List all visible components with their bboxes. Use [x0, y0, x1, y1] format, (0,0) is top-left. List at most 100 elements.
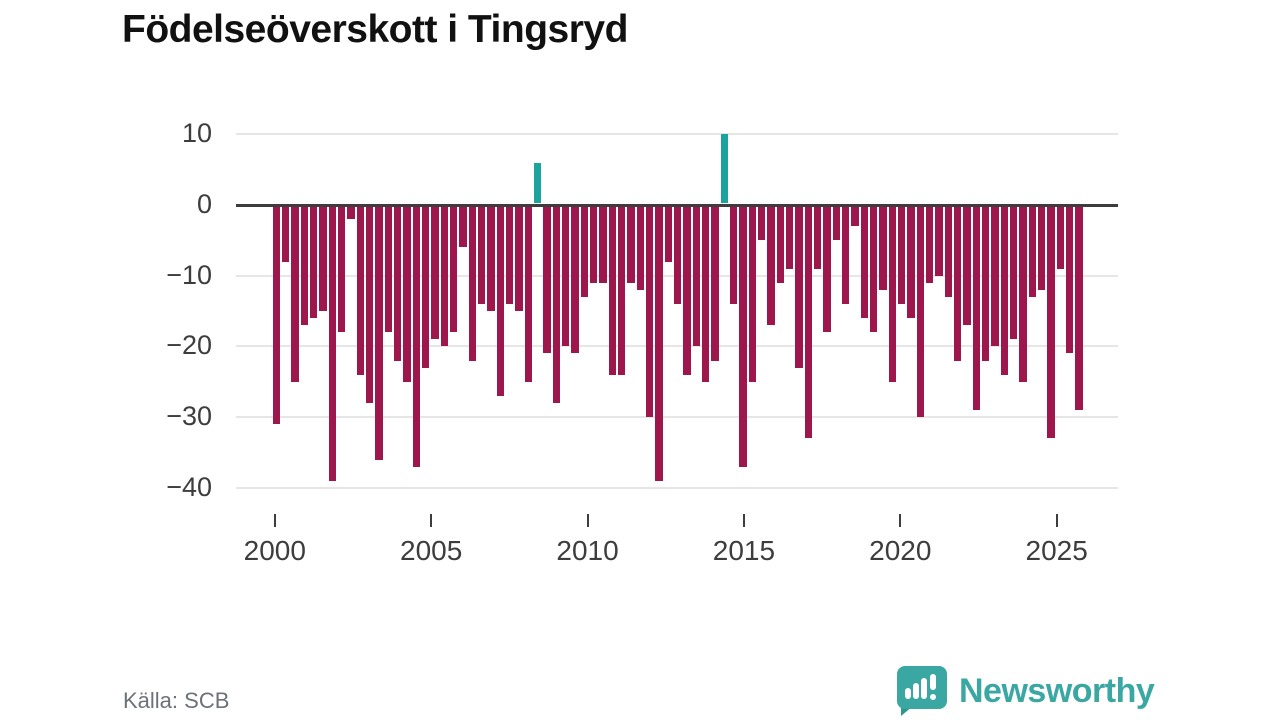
- bar-negative: [702, 207, 710, 382]
- bar-negative: [524, 207, 532, 382]
- bar-negative: [767, 207, 775, 326]
- source-note: Källa: SCB: [123, 688, 230, 713]
- bar-negative: [823, 207, 831, 333]
- bar-negative: [440, 207, 448, 347]
- bar-negative: [319, 207, 327, 312]
- bar-negative: [888, 207, 896, 382]
- bar-negative: [571, 207, 579, 354]
- bar-negative: [1038, 207, 1046, 290]
- bar-negative: [1075, 207, 1083, 411]
- bar-negative: [356, 207, 364, 375]
- bar-negative: [991, 207, 999, 347]
- bar-negative: [1028, 207, 1036, 297]
- bar-negative: [599, 207, 607, 283]
- x-axis-tick: [430, 514, 433, 527]
- bar-negative: [375, 207, 383, 460]
- bar-negative: [963, 207, 971, 326]
- x-axis-tick-label: 2015: [712, 535, 776, 566]
- newsworthy-logo-icon: [897, 666, 947, 716]
- bar-negative: [347, 207, 355, 220]
- bar-negative: [1000, 207, 1008, 375]
- bar-negative: [552, 207, 560, 403]
- bar-negative: [627, 207, 635, 283]
- bar-negative: [954, 207, 962, 361]
- bar-negative: [487, 207, 495, 312]
- bar-negative: [1047, 207, 1055, 439]
- bar-negative: [1066, 207, 1074, 354]
- bar-negative: [814, 207, 822, 269]
- bar-negative: [310, 207, 318, 319]
- bar-negative: [328, 207, 336, 481]
- y-axis-tick-label: −40: [166, 471, 212, 502]
- bar-positive: [720, 134, 728, 203]
- y-axis-tick-label: −10: [166, 259, 212, 290]
- bar-negative: [786, 207, 794, 269]
- bar-negative: [580, 207, 588, 297]
- gridline: [236, 416, 1118, 419]
- bar-negative: [692, 207, 700, 347]
- y-axis-tick-label: 10: [181, 118, 212, 149]
- bar-negative: [907, 207, 915, 319]
- bar-negative: [935, 207, 943, 276]
- bar-negative: [300, 207, 308, 326]
- bar-positive: [534, 162, 542, 203]
- x-axis-tick-label: 2000: [243, 535, 306, 566]
- bar-negative: [972, 207, 980, 411]
- bar-negative: [879, 207, 887, 290]
- bar-negative: [832, 207, 840, 241]
- bar-negative: [898, 207, 906, 304]
- bar-negative: [748, 207, 756, 382]
- x-axis-tick-label: 2005: [400, 535, 463, 566]
- bar-negative: [758, 207, 766, 241]
- bar-negative: [711, 207, 719, 361]
- bar-negative: [1019, 207, 1027, 382]
- bar-negative: [674, 207, 682, 304]
- bar-negative: [944, 207, 952, 297]
- bar-negative: [515, 207, 523, 312]
- bar-negative: [450, 207, 458, 333]
- x-axis-tick-label: 2010: [556, 535, 619, 566]
- bar-negative: [1056, 207, 1064, 269]
- y-axis-tick-label: 0: [196, 189, 212, 219]
- bar-negative: [804, 207, 812, 439]
- bar-negative: [468, 207, 476, 361]
- bar-negative: [842, 207, 850, 304]
- newsworthy-logo: Newsworthy: [896, 664, 1155, 718]
- bar-negative: [506, 207, 514, 304]
- bar-negative: [664, 207, 672, 262]
- bar-negative: [870, 207, 878, 333]
- plot-area: 10 0 −10 −20 −30 −40 2000 2005 2010 2015 2020 2025: [166, 120, 1118, 566]
- gridline: [236, 133, 1118, 136]
- bar-negative: [618, 207, 626, 375]
- bar-negative: [795, 207, 803, 368]
- bar-negative: [384, 207, 392, 333]
- bar-negative: [636, 207, 644, 290]
- x-axis-tick-label: 2025: [1025, 535, 1088, 566]
- bar-negative: [338, 207, 346, 333]
- bar-negative: [1010, 207, 1018, 340]
- bar-negative: [291, 207, 299, 382]
- x-axis-tick: [586, 514, 589, 527]
- bar-negative: [683, 207, 691, 375]
- bar-negative: [282, 207, 290, 262]
- bar-negative: [562, 207, 570, 347]
- gridline: [236, 486, 1118, 489]
- newsworthy-logo-text: Newsworthy: [959, 671, 1155, 710]
- bar-negative: [412, 207, 420, 467]
- bar-negative: [776, 207, 784, 283]
- bar-negative: [496, 207, 504, 396]
- bar-negative: [860, 207, 868, 319]
- x-axis-tick: [899, 514, 902, 527]
- bar-negative: [655, 207, 663, 481]
- bar-negative: [590, 207, 598, 283]
- bar-negative: [543, 207, 551, 354]
- bar-negative: [608, 207, 616, 375]
- y-axis-tick-label: −30: [166, 401, 212, 432]
- bar-negative: [272, 207, 280, 425]
- bar-negative: [646, 207, 654, 418]
- x-axis-tick-label: 2020: [869, 535, 932, 566]
- x-axis-tick: [1055, 514, 1058, 527]
- bar-negative: [422, 207, 430, 368]
- bar-negative: [982, 207, 990, 361]
